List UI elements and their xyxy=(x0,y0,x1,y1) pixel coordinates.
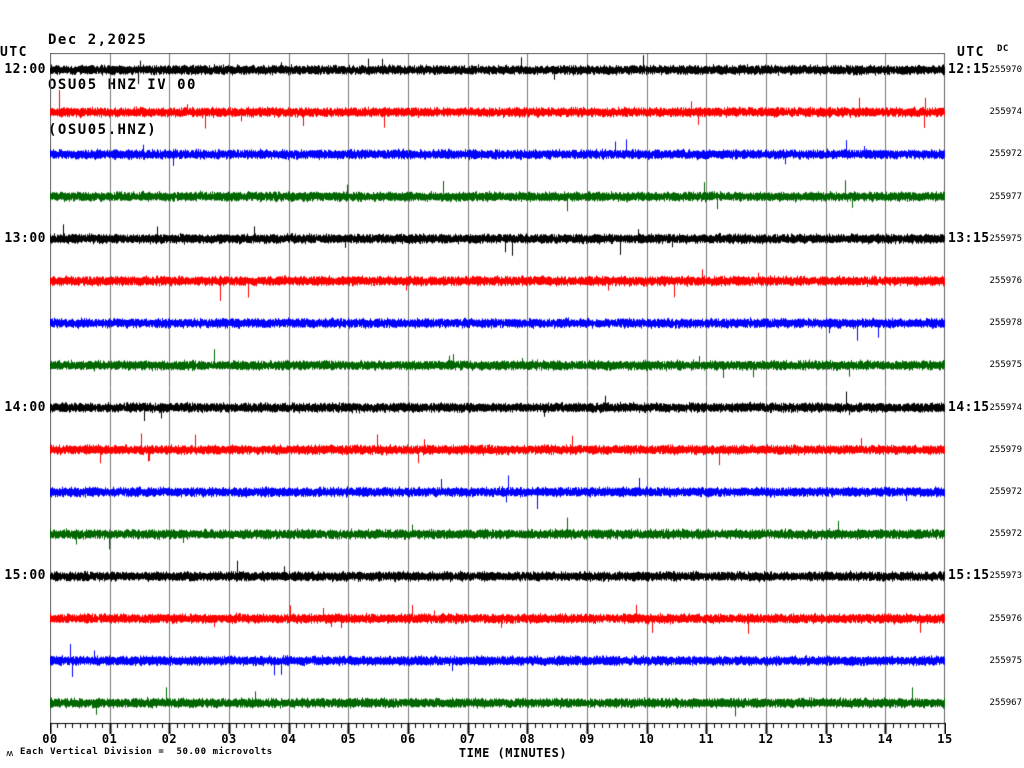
watermark-mark: ʍ xyxy=(6,749,14,759)
left-time-label: 13:00 xyxy=(4,230,46,246)
scale-legend-gap xyxy=(164,747,176,757)
x-axis-tick-label: 12 xyxy=(758,732,774,746)
dc-value: 255970 xyxy=(989,65,1022,75)
x-axis-tick-label: 09 xyxy=(579,732,595,746)
x-axis-tick-label: 11 xyxy=(698,732,715,746)
dc-value: 255975 xyxy=(989,655,1022,666)
seismogram-trace-plot xyxy=(50,53,946,737)
x-axis-tick-label: 04 xyxy=(280,732,297,746)
scale-legend-text: Each Vertical Division = xyxy=(20,747,165,757)
x-axis-tick-label: 07 xyxy=(459,732,476,746)
x-axis-tick-label: 14 xyxy=(877,732,894,746)
right-time-label: 12:15 xyxy=(948,62,990,77)
dc-value: 255978 xyxy=(989,318,1022,329)
dc-value: 255979 xyxy=(989,444,1022,455)
scale-legend: Each Vertical Division = 50.00 microvolt… xyxy=(20,747,273,757)
dc-value: 255977 xyxy=(989,191,1022,202)
x-axis-tick-label: 10 xyxy=(638,732,655,746)
x-axis-tick-label: 00 xyxy=(42,732,58,746)
x-axis-tick-label: 05 xyxy=(340,732,357,746)
dc-column-header: DC xyxy=(997,44,1009,54)
right-time-label: 15:15 xyxy=(948,568,990,584)
dc-value: 255975 xyxy=(989,360,1022,371)
dc-value: 255974 xyxy=(989,402,1022,413)
dc-value: 255974 xyxy=(989,107,1022,118)
left-time-label: 14:00 xyxy=(4,399,46,415)
left-time-label: 12:00 xyxy=(4,62,46,77)
scale-legend-value: 50.00 microvolts xyxy=(176,747,273,757)
x-axis-tick-label: 03 xyxy=(221,732,237,746)
utc-label-left: UTC xyxy=(0,45,28,60)
dc-value: 255972 xyxy=(989,149,1022,160)
dc-value: 255976 xyxy=(989,613,1022,624)
dc-value: 255973 xyxy=(989,571,1022,582)
x-axis-tick-label: 13 xyxy=(817,732,834,746)
dc-value: 255975 xyxy=(989,233,1022,244)
x-axis-tick-label: 08 xyxy=(519,732,536,746)
x-axis-tick-label: 02 xyxy=(161,732,178,746)
dc-value: 255976 xyxy=(989,276,1022,286)
x-axis-tick-label: 06 xyxy=(400,732,416,746)
right-time-label: 14:15 xyxy=(948,399,990,415)
utc-label-right: UTC xyxy=(957,45,985,60)
x-axis-tick-label: 15 xyxy=(937,732,953,746)
x-axis-tick-label: 01 xyxy=(101,732,118,746)
dc-value: 255972 xyxy=(989,529,1022,540)
dc-value: 255967 xyxy=(989,698,1022,708)
right-time-label: 13:15 xyxy=(948,230,990,246)
title-date: Dec 2,2025 xyxy=(48,32,148,48)
dc-value: 255972 xyxy=(989,487,1022,497)
x-axis-title: TIME (MINUTES) xyxy=(458,746,568,760)
left-time-label: 15:00 xyxy=(4,568,46,584)
